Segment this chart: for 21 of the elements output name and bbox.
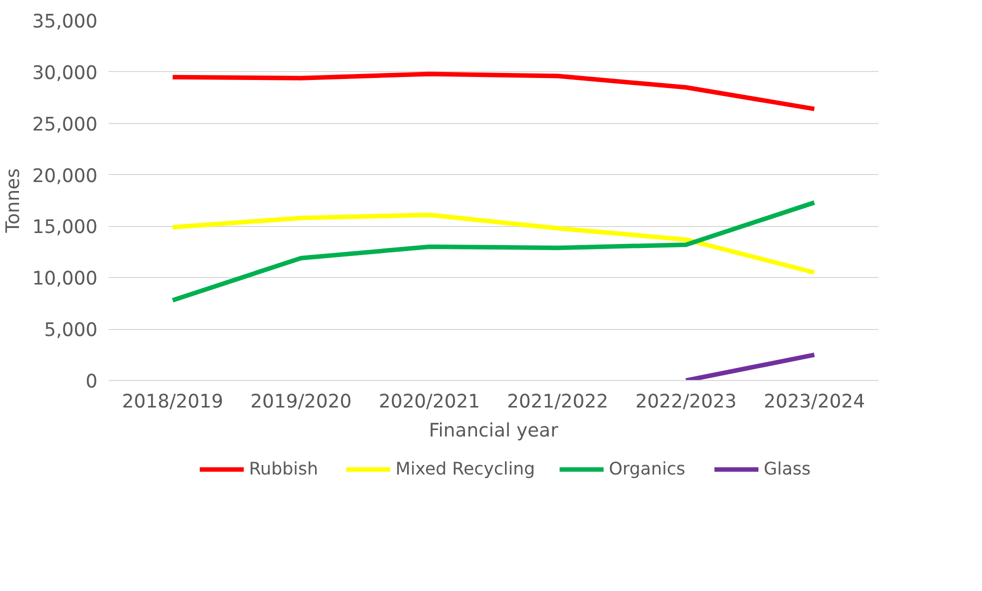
legend-label: Rubbish: [249, 460, 318, 480]
y-tick-label: 30,000: [32, 62, 98, 84]
y-tick-label: 15,000: [32, 217, 98, 238]
legend-label: Glass: [764, 460, 811, 480]
y-tick-label: 5,000: [44, 320, 98, 342]
y-tick-label: 0: [86, 372, 98, 392]
y-tick-label: 35,000: [32, 12, 98, 32]
line-series: [170, 200, 817, 303]
x-tick-label: 2022/2023: [635, 392, 737, 412]
legend-label: Organics: [608, 460, 686, 480]
x-tick-label: 2020/2021: [378, 392, 480, 412]
x-tick-label: 2023/2024: [764, 392, 865, 412]
x-tick-label: 2019/2020: [250, 392, 352, 412]
legend-label: Mixed Recycling: [396, 460, 536, 480]
x-tick-label: 2018/2019: [122, 392, 224, 412]
y-tick-label: 25,000: [32, 114, 98, 136]
y-tick-label: 10,000: [32, 268, 98, 290]
y-axis-title: Tonnes: [3, 168, 24, 234]
x-axis-title: Financial year: [428, 420, 558, 442]
x-tick-label: 2021/2022: [507, 392, 608, 412]
y-tick-label: 20,000: [32, 166, 98, 187]
